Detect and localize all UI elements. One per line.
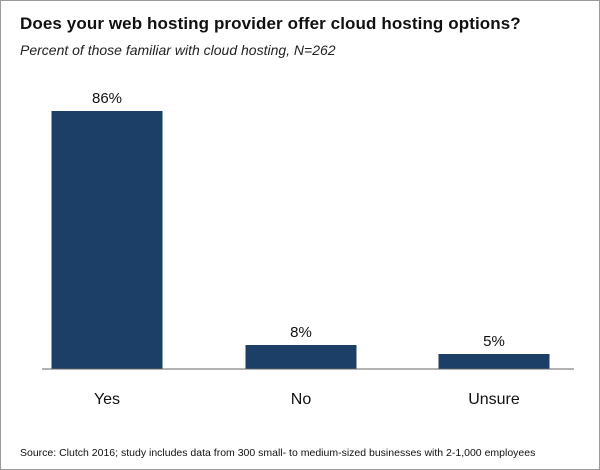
x-tick-label-no: No <box>291 391 312 408</box>
bars-layer <box>51 111 550 369</box>
x-tick-label-yes: Yes <box>94 391 120 408</box>
bar-no <box>245 345 357 369</box>
chart-subtitle: Percent of those familiar with cloud hos… <box>20 42 336 58</box>
data-label-unsure: 5% <box>483 333 505 350</box>
x-tick-label-unsure: Unsure <box>468 391 520 408</box>
bar-yes <box>51 111 163 369</box>
bar-unsure <box>438 354 550 369</box>
x-tick-labels: Yes No Unsure <box>94 391 520 408</box>
labels-layer: 86% 8% 5% <box>92 90 505 350</box>
chart-title: Does your web hosting provider offer clo… <box>20 14 521 33</box>
source-note: Source: Clutch 2016; study includes data… <box>20 447 536 459</box>
data-label-yes: 86% <box>92 90 122 107</box>
data-label-no: 8% <box>290 324 312 341</box>
